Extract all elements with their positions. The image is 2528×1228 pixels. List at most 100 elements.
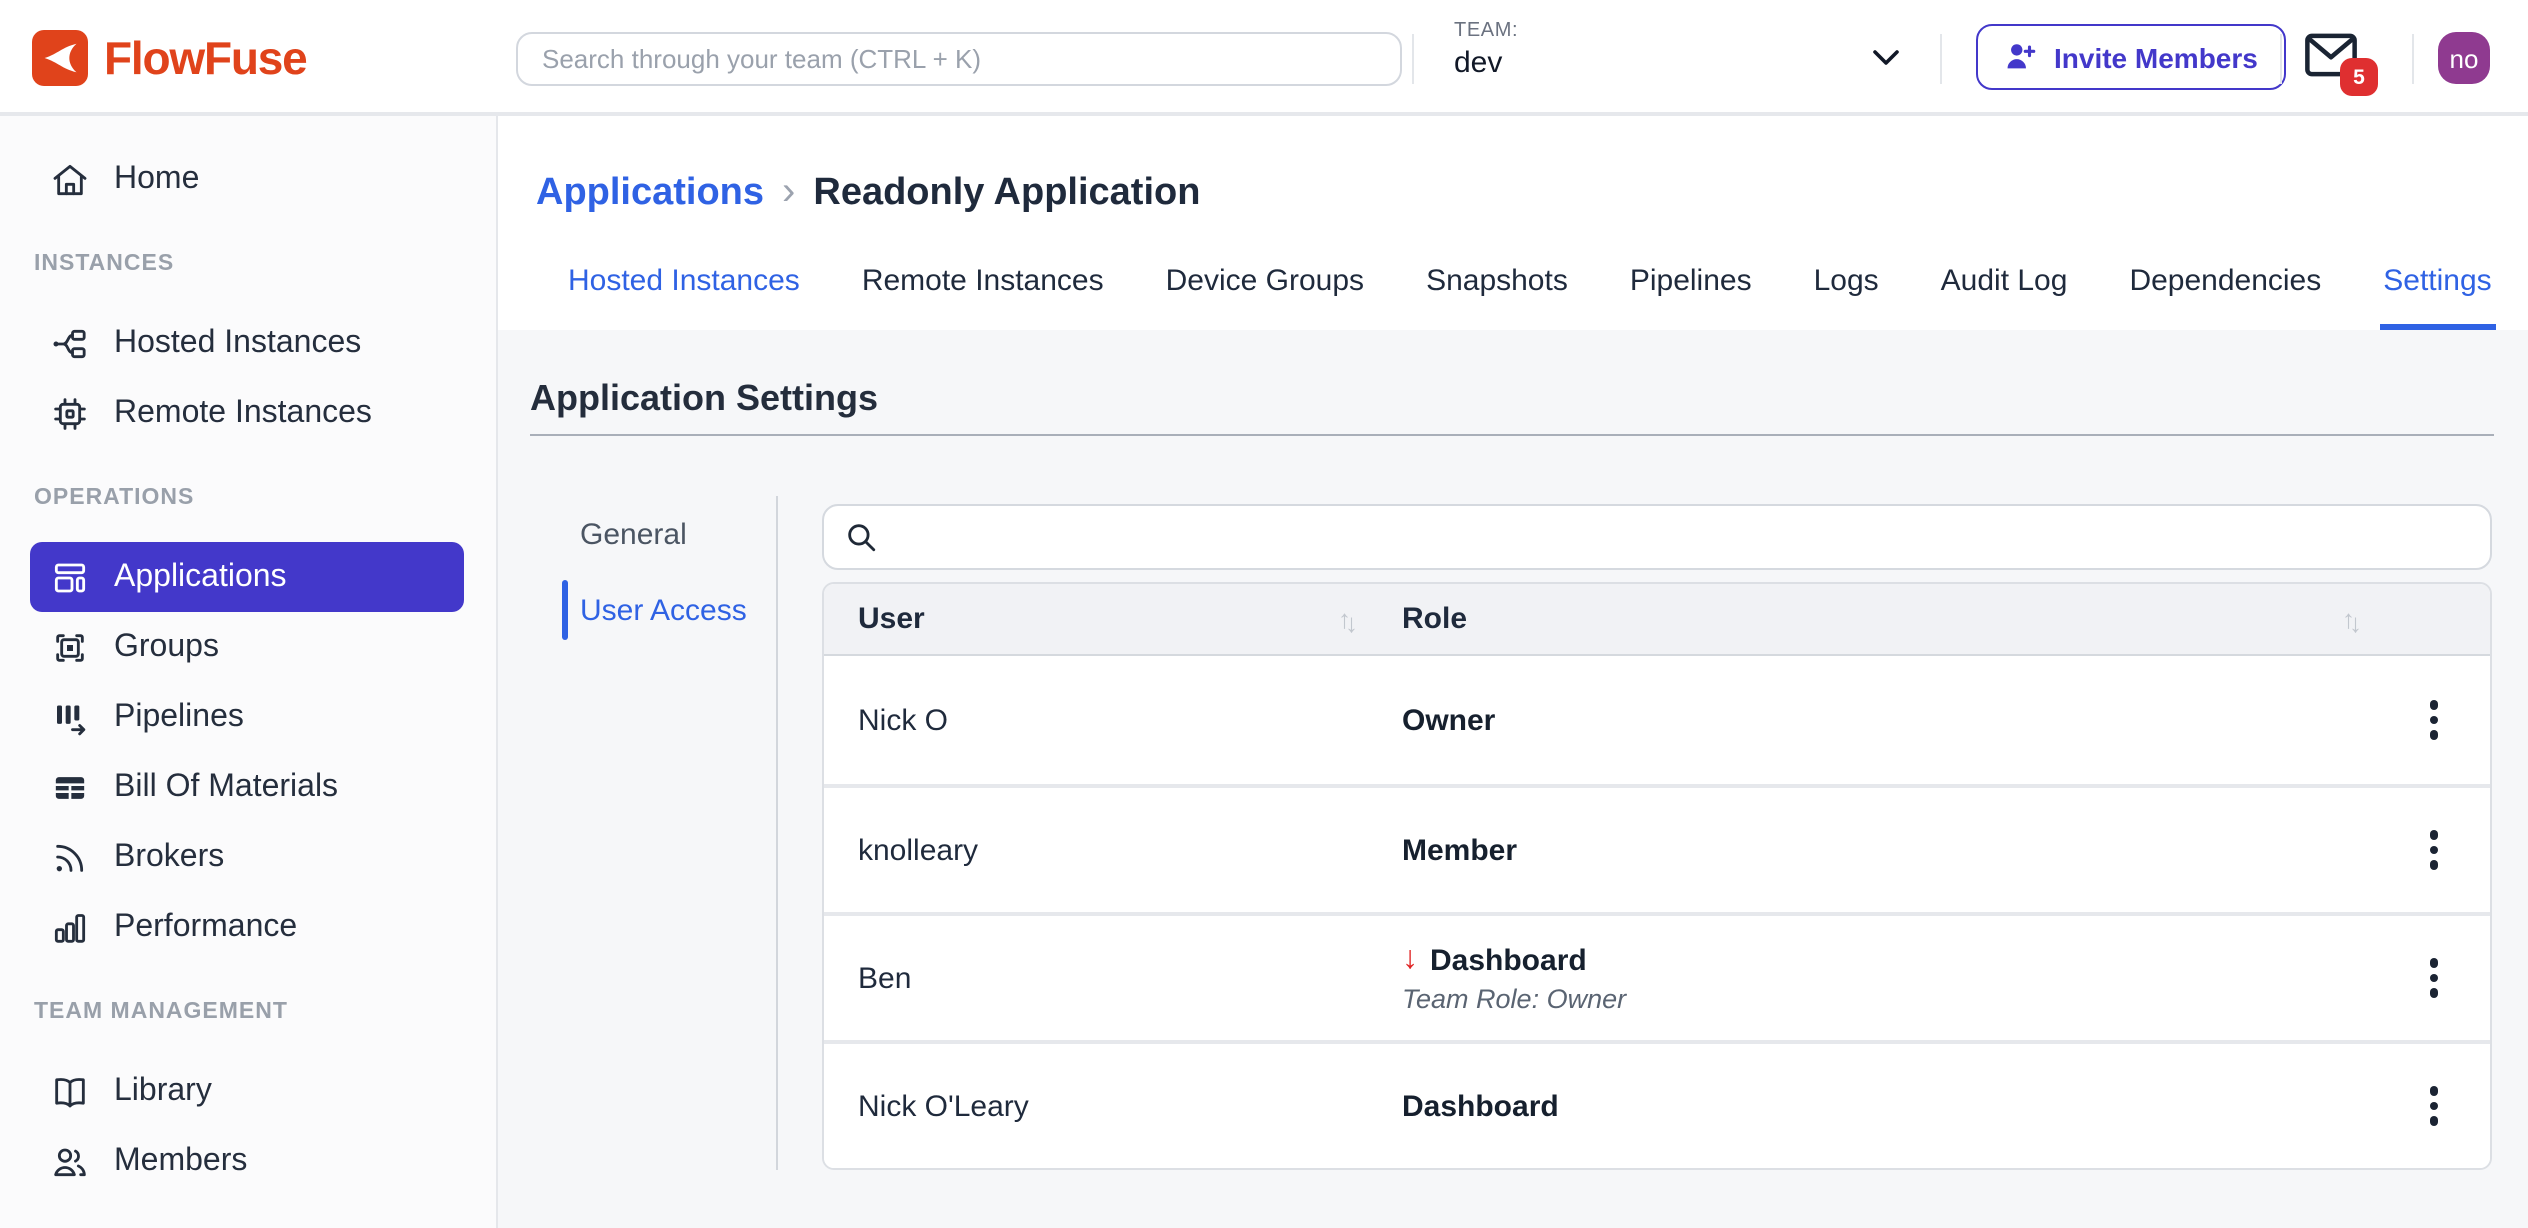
column-header-user[interactable]: User ↑↓ (824, 584, 1382, 654)
role-downgrade-arrow-icon: ↓ (1402, 942, 1418, 976)
tab-logs[interactable]: Logs (1813, 264, 1879, 298)
library-icon (55, 1077, 85, 1107)
row-menu-button[interactable] (2378, 1044, 2490, 1168)
role-cell: Member (1382, 788, 2378, 912)
sidebar-item-label: Remote Instances (114, 395, 372, 429)
role-cell: Dashboard (1382, 1044, 2378, 1168)
page-title: Application Settings (530, 378, 879, 418)
subnav-divider (776, 496, 778, 1170)
role-name: Dashboard (1402, 1089, 1559, 1123)
breadcrumb-separator: › (782, 170, 796, 214)
user-add-icon (2007, 44, 2036, 69)
logo-text: FlowFuse (104, 31, 308, 83)
bill-of-materials-icon (54, 776, 86, 800)
notifications-button[interactable]: 5 (2304, 32, 2384, 96)
role-name: Dashboard (1430, 943, 1587, 977)
sidebar-item-label: Groups (114, 629, 219, 663)
table-row: Nick O'Leary Dashboard (824, 1040, 2490, 1168)
sidebar-item-bill-of-materials[interactable]: Bill Of Materials (0, 752, 496, 822)
row-menu-button[interactable] (2378, 788, 2490, 912)
main-content: Applications › Readonly Application Host… (498, 116, 2528, 1228)
top-header: FlowFuse TEAM: dev Invite Members 5 no (0, 0, 2528, 116)
sidebar-item-label: Home (114, 161, 200, 195)
role-cell: Owner (1382, 656, 2378, 784)
header-divider (1412, 34, 1414, 84)
user-search-box (822, 504, 2492, 570)
brokers-icon (56, 843, 84, 871)
tab-audit-log[interactable]: Audit Log (1940, 264, 2068, 298)
chevron-down-icon[interactable] (1872, 46, 1900, 70)
column-label: Role (1402, 602, 1468, 636)
role-cell: ↓ Dashboard Team Role: Owner (1382, 916, 2378, 1040)
team-selector[interactable]: TEAM: dev (1454, 20, 1518, 80)
tab-dependencies[interactable]: Dependencies (2129, 264, 2322, 298)
sidebar-item-brokers[interactable]: Brokers (0, 822, 496, 892)
table-header: User ↑↓ Role ↑↓ (824, 584, 2490, 656)
sidebar-item-library[interactable]: Library (0, 1056, 496, 1126)
application-tabs: Hosted Instances Remote Instances Device G… (564, 244, 2496, 330)
tab-snapshots[interactable]: Snapshots (1426, 264, 1568, 298)
performance-icon (54, 913, 86, 942)
team-label: TEAM: (1454, 20, 1519, 42)
sidebar-item-label: Brokers (114, 839, 225, 873)
table-row: knolleary Member (824, 784, 2490, 912)
breadcrumb-applications-link[interactable]: Applications (536, 171, 765, 213)
subnav-item-general[interactable]: General (580, 517, 687, 551)
role-value: Owner (1402, 703, 1495, 737)
sort-icon: ↑↓ (1338, 604, 1357, 638)
tab-device-groups[interactable]: Device Groups (1165, 264, 1365, 298)
settings-content: General User Access User ↑↓ (530, 496, 2492, 1170)
subnav-item-user-access[interactable]: User Access (530, 572, 776, 648)
global-search-input[interactable] (516, 32, 1402, 86)
role-name: Owner (1402, 703, 1496, 737)
user-cell: knolleary (858, 833, 979, 867)
app-logo[interactable]: FlowFuse (32, 30, 308, 86)
home-icon (53, 163, 87, 195)
role-value: Member (1402, 833, 1517, 867)
sidebar-item-performance[interactable]: Performance (0, 892, 496, 962)
row-menu-button[interactable] (2378, 656, 2490, 784)
sidebar-item-groups[interactable]: Groups (0, 612, 496, 682)
role-value: Dashboard (1402, 1089, 1559, 1123)
user-cell: Nick O (858, 703, 948, 737)
column-header-role[interactable]: Role ↑↓ (1382, 584, 2378, 654)
tab-remote-instances[interactable]: Remote Instances (861, 264, 1104, 298)
pipelines-icon (57, 704, 86, 735)
sidebar-item-members[interactable]: Members (0, 1126, 496, 1196)
role-value: ↓ Dashboard (1402, 943, 1587, 977)
section-divider (530, 434, 2494, 436)
user-cell: Nick O'Leary (858, 1089, 1029, 1123)
tab-hosted-instances[interactable]: Hosted Instances (568, 264, 800, 298)
column-label: User (858, 602, 925, 636)
user-search-input[interactable] (894, 521, 2470, 553)
groups-icon (56, 633, 84, 661)
user-avatar[interactable]: no (2438, 32, 2490, 84)
tab-settings[interactable]: Settings (2379, 244, 2496, 330)
invite-members-button[interactable]: Invite Members (1976, 24, 2286, 90)
column-header-actions (2378, 584, 2490, 654)
table-body: Nick O Owner knolleary Member Ben ↓ Dash… (824, 656, 2490, 1168)
header-divider (2412, 34, 2414, 84)
sidebar: Home INSTANCES Hosted Instances Remote Inst… (0, 116, 498, 1228)
flowfuse-logo-icon (32, 30, 88, 86)
user-access-panel: User ↑↓ Role ↑↓ Nick O Owner (822, 496, 2492, 1170)
role-name: Member (1402, 833, 1518, 867)
settings-area: Application Settings General User Access … (498, 330, 2528, 1228)
sidebar-item-label: Members (114, 1143, 248, 1177)
sidebar-item-applications[interactable]: Applications (30, 542, 464, 612)
sidebar-item-remote-instances[interactable]: Remote Instances (0, 378, 496, 448)
sidebar-item-home[interactable]: Home (0, 144, 496, 214)
row-menu-button[interactable] (2378, 916, 2490, 1040)
sidebar-item-label: Pipelines (114, 699, 244, 733)
notification-badge: 5 (2340, 58, 2378, 96)
user-cell: Ben (858, 961, 912, 995)
sidebar-item-label: Library (114, 1073, 212, 1107)
sidebar-item-pipelines[interactable]: Pipelines (0, 682, 496, 752)
sidebar-item-hosted-instances[interactable]: Hosted Instances (0, 308, 496, 378)
tab-pipelines[interactable]: Pipelines (1629, 264, 1752, 298)
sort-icon: ↑↓ (2342, 604, 2361, 638)
user-access-table: User ↑↓ Role ↑↓ Nick O Owner (822, 582, 2492, 1170)
header-divider (1940, 34, 1942, 84)
role-subtext: Team Role: Owner (1402, 983, 1627, 1013)
